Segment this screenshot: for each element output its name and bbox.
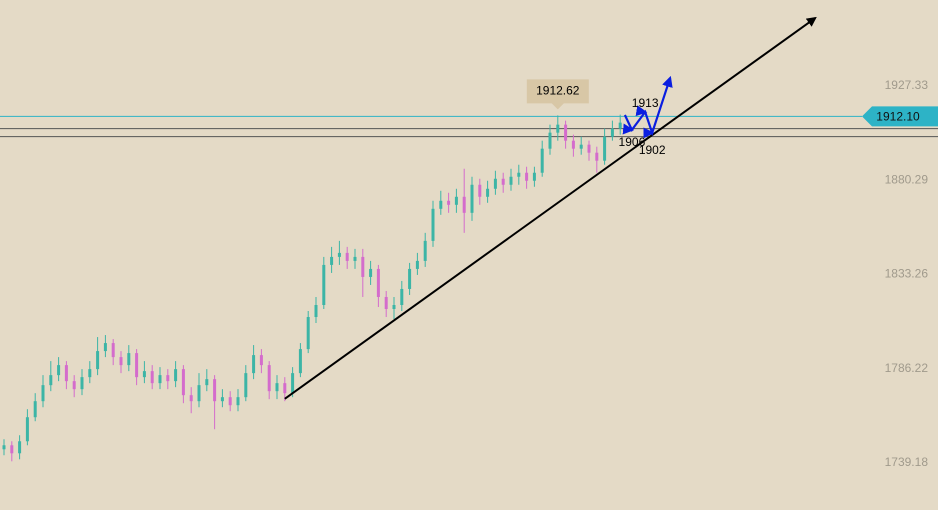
- candle-body: [259, 355, 263, 366]
- candle-body: [220, 397, 224, 402]
- candle-body: [314, 304, 318, 318]
- candle-body: [135, 353, 139, 378]
- last-price-tag: [862, 106, 938, 127]
- candle-body: [470, 184, 474, 213]
- candle-body: [306, 317, 310, 350]
- candle-body: [330, 256, 334, 265]
- candle-body: [595, 152, 599, 161]
- candle-body: [72, 381, 76, 390]
- trend-line: [284, 16, 817, 400]
- candle-body: [369, 268, 373, 277]
- candle-body: [18, 441, 22, 454]
- candle-body: [361, 256, 365, 277]
- candle-body: [275, 383, 279, 392]
- candle-body: [610, 128, 614, 137]
- candle-body: [548, 132, 552, 149]
- candle-body: [213, 379, 217, 402]
- candle-body: [579, 144, 583, 149]
- candle-body: [415, 260, 419, 269]
- candle-body: [431, 208, 435, 241]
- y-tick-label: 1786.22: [885, 361, 929, 375]
- candle-body: [64, 365, 68, 382]
- candle-body: [49, 375, 53, 386]
- candle-body: [96, 351, 100, 370]
- candle-body: [337, 252, 341, 257]
- candle-body: [33, 401, 37, 418]
- candle-body: [10, 445, 14, 454]
- y-tick-label: 1739.18: [885, 455, 929, 469]
- candle-body: [283, 383, 287, 394]
- candle-body: [25, 417, 29, 442]
- candle-body: [150, 371, 154, 384]
- candle-body: [423, 240, 427, 261]
- candle-body: [517, 172, 521, 177]
- candle-body: [181, 369, 185, 396]
- candle-body: [322, 264, 326, 305]
- candle-body: [525, 172, 529, 181]
- y-tick-label: 1880.29: [885, 172, 929, 186]
- candle-body: [158, 375, 162, 384]
- candle-body: [564, 124, 568, 141]
- candle-body: [291, 373, 295, 394]
- high-label-box: [526, 79, 589, 110]
- y-tick-label: 1927.33: [885, 78, 929, 92]
- candle-body: [384, 296, 388, 310]
- candle-body: [205, 379, 209, 386]
- candle-body: [454, 196, 458, 205]
- annotation: 1913: [632, 96, 659, 110]
- candle-body: [462, 196, 466, 213]
- candle-body: [618, 122, 622, 129]
- candle-body: [228, 397, 232, 406]
- candle-body: [119, 357, 123, 366]
- candle-body: [486, 188, 490, 197]
- candle-body: [493, 178, 497, 189]
- candle-body: [345, 252, 349, 261]
- candle-body: [376, 268, 380, 297]
- candle-body: [244, 373, 248, 398]
- candle-body: [408, 268, 412, 289]
- candle-body: [127, 353, 131, 366]
- candle-body: [540, 148, 544, 173]
- candle-body: [111, 343, 115, 358]
- annotation: 1906: [619, 135, 646, 149]
- candle-body: [447, 200, 451, 205]
- candle-body: [478, 184, 482, 197]
- candle-body: [501, 178, 505, 185]
- candle-body: [252, 355, 256, 374]
- candle-body: [353, 256, 357, 261]
- candle-body: [88, 369, 92, 378]
- candle-body: [439, 200, 443, 209]
- candle-body: [603, 136, 607, 161]
- candle-body: [236, 397, 240, 406]
- candle-body: [298, 349, 302, 374]
- candle-body: [267, 365, 271, 392]
- candle-body: [142, 371, 146, 378]
- candle-body: [532, 172, 536, 181]
- candle-body: [57, 365, 61, 376]
- annotation: 1902: [639, 143, 666, 157]
- candle-body: [80, 377, 84, 390]
- candle-body: [166, 375, 170, 382]
- high-label: 1912.62: [536, 84, 580, 98]
- candle-body: [41, 385, 45, 402]
- candle-body: [509, 176, 513, 185]
- candle-body: [189, 395, 193, 402]
- last-price-label: 1912.10: [876, 110, 920, 124]
- candle-body: [103, 343, 107, 352]
- candle-body: [2, 445, 6, 450]
- candle-body: [197, 385, 201, 402]
- candle-body: [174, 369, 178, 382]
- y-tick-label: 1833.26: [885, 267, 929, 281]
- projection-path: [622, 75, 673, 139]
- candle-body: [571, 140, 575, 149]
- candle-body: [392, 304, 396, 310]
- candle-body: [400, 288, 404, 305]
- candle-body: [556, 124, 560, 133]
- candle-body: [587, 144, 591, 153]
